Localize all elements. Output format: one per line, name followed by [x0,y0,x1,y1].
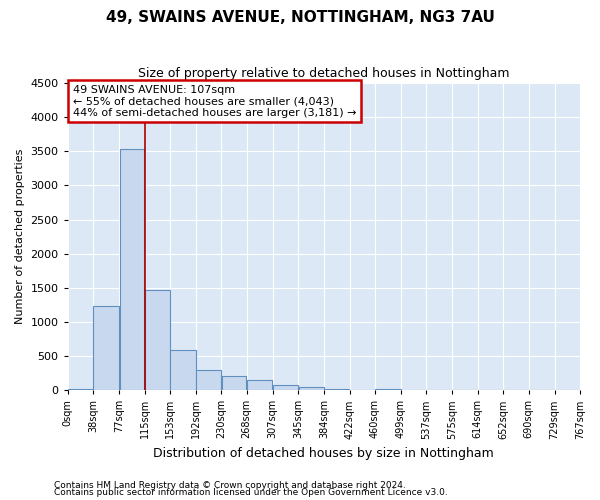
Bar [222,376,247,390]
Bar [299,386,324,390]
Bar [196,370,221,390]
Y-axis label: Number of detached properties: Number of detached properties [15,149,25,324]
X-axis label: Distribution of detached houses by size in Nottingham: Distribution of detached houses by size … [154,447,494,460]
Text: Contains public sector information licensed under the Open Government Licence v3: Contains public sector information licen… [54,488,448,497]
Bar [145,290,170,390]
Bar [119,148,144,390]
Bar [68,389,93,390]
Title: Size of property relative to detached houses in Nottingham: Size of property relative to detached ho… [138,68,509,80]
Text: 49 SWAINS AVENUE: 107sqm
← 55% of detached houses are smaller (4,043)
44% of sem: 49 SWAINS AVENUE: 107sqm ← 55% of detach… [73,84,356,118]
Bar [273,384,298,390]
Bar [170,350,196,390]
Text: Contains HM Land Registry data © Crown copyright and database right 2024.: Contains HM Land Registry data © Crown c… [54,480,406,490]
Text: 49, SWAINS AVENUE, NOTTINGHAM, NG3 7AU: 49, SWAINS AVENUE, NOTTINGHAM, NG3 7AU [106,10,494,25]
Bar [94,306,119,390]
Bar [325,389,349,390]
Bar [247,380,272,390]
Bar [376,389,401,390]
